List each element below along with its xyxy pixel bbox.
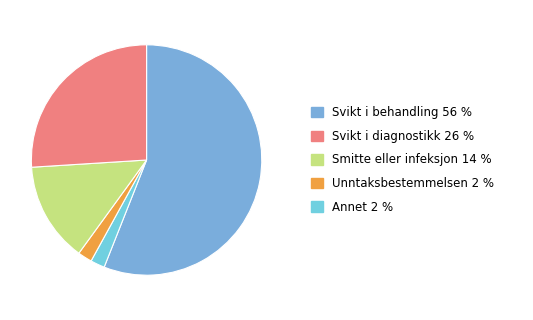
Wedge shape: [91, 160, 147, 267]
Wedge shape: [31, 160, 147, 253]
Legend: Svikt i behandling 56 %, Svikt i diagnostikk 26 %, Smitte eller infeksjon 14 %, : Svikt i behandling 56 %, Svikt i diagnos…: [311, 106, 494, 214]
Wedge shape: [104, 45, 262, 275]
Wedge shape: [79, 160, 147, 261]
Wedge shape: [31, 45, 147, 167]
